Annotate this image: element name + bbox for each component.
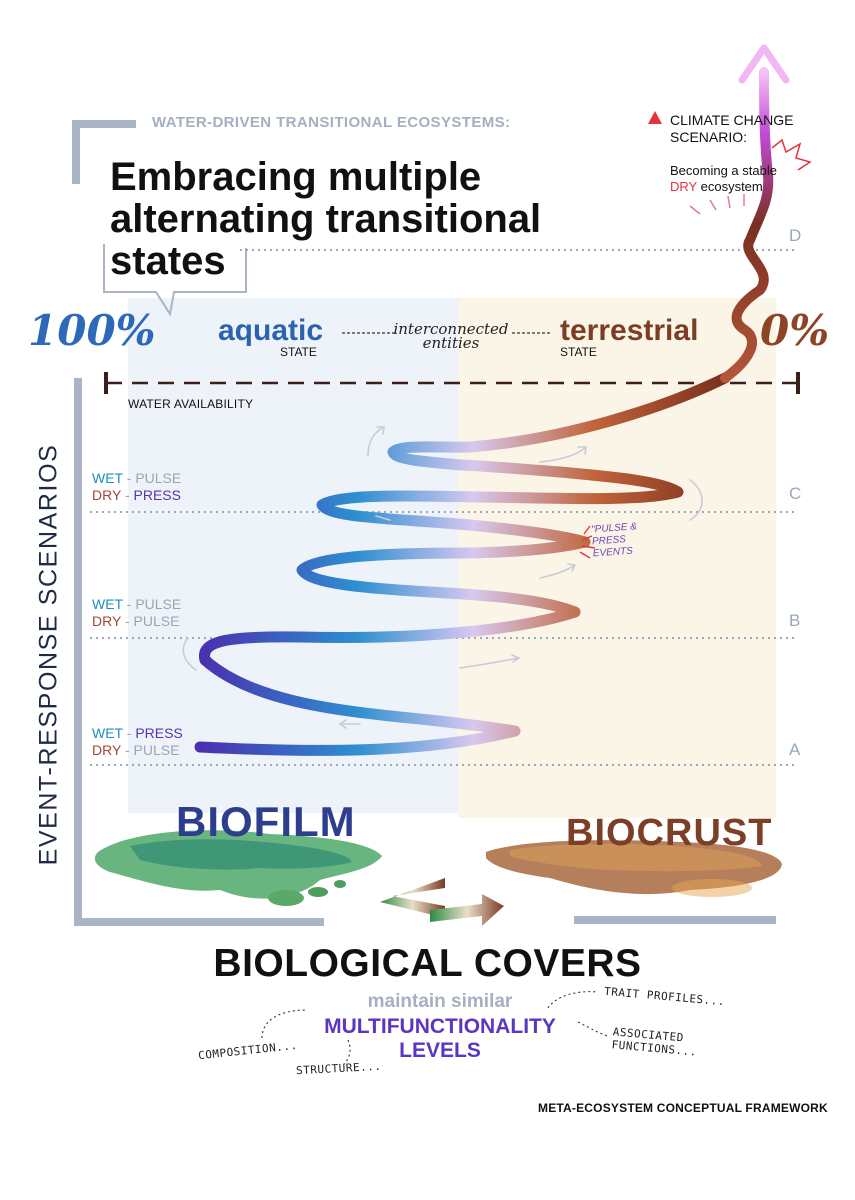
biocrust-label: BIOCRUST	[566, 812, 773, 854]
scenario-c-separator-1: -	[126, 470, 132, 486]
climate-subtitle-dry: DRY	[670, 179, 697, 194]
biofilm-illustration	[94, 830, 382, 906]
scenario-a-separator-2: -	[124, 742, 130, 758]
water-availability-label: WATER AVAILABILITY	[128, 397, 254, 411]
scenario-a-wet-type: PRESS	[135, 725, 183, 741]
multifunctionality-line-1: MULTIFUNCTIONALITY	[324, 1015, 556, 1038]
scenario-b-separator-2: -	[124, 613, 130, 629]
frame-bottom-right-bar	[574, 916, 776, 924]
climate-scenario-label: CLIMATE CHANGE SCENARIO:	[670, 112, 794, 145]
speech-bubble-outline	[103, 244, 247, 317]
scenario-c-wet-type: PULSE	[135, 470, 182, 486]
biological-covers-title: BIOLOGICAL COVERS	[213, 942, 642, 985]
climate-scenario-subtitle: Becoming a stable DRY ecosystem	[670, 163, 830, 195]
scenario-a-wet: WET	[92, 725, 123, 741]
scenario-c-dry: DRY	[92, 487, 122, 503]
scenario-b-dry-type: PULSE	[133, 613, 180, 629]
terrestrial-state-label: STATE	[560, 345, 597, 359]
level-letter-b: B	[789, 611, 801, 630]
level-letter-c: C	[789, 484, 802, 503]
climate-trajectory-line	[720, 67, 774, 383]
title-bracket-horizontal	[72, 120, 136, 128]
title-bracket-vertical	[72, 120, 80, 184]
biofilm-label: BIOFILM	[176, 798, 356, 845]
scenario-a-dry: DRY	[92, 742, 122, 758]
scenario-b-separator-1: -	[126, 596, 132, 612]
level-letter-d: D	[789, 226, 802, 245]
frame-left-bar	[74, 378, 82, 926]
aquatic-label: aquatic	[218, 314, 324, 347]
diagram-title: Embracing multiple alternating transitio…	[110, 155, 542, 283]
event-response-spiral	[194, 372, 731, 756]
pulse-press-events-note: "PULSE & PRESS EVENTS	[590, 521, 638, 560]
multifunctionality-line-2: LEVELS	[399, 1039, 481, 1062]
maintain-similar-label: maintain similar	[367, 991, 513, 1012]
scenario-c-label: WET - PULSE DRY - PRESS	[92, 470, 181, 504]
level-letter-a: A	[789, 740, 801, 759]
burst-decoration	[771, 138, 812, 171]
scenario-c-separator-2: -	[124, 487, 130, 503]
framework-footer: META-ECOSYSTEM CONCEPTUAL FRAMEWORK	[538, 1101, 828, 1115]
pulse-burst	[579, 525, 596, 559]
scenario-b-dry: DRY	[92, 613, 122, 629]
flow-arrows	[182, 426, 703, 729]
diagram-supertitle: WATER-DRIVEN TRANSITIONAL ECOSYSTEMS:	[152, 114, 511, 131]
scenario-b-wet-type: PULSE	[135, 596, 182, 612]
scenario-c-wet: WET	[92, 470, 123, 486]
event-response-scenarios-label: EVENT-RESPONSE SCENARIOS	[34, 443, 63, 866]
scenario-a-dry-type: PULSE	[133, 742, 180, 758]
interconnected-entities-label: interconnected entities	[393, 320, 509, 352]
scenario-c-dry-type: PRESS	[133, 487, 181, 503]
aquatic-state-label: STATE	[280, 345, 317, 359]
multifunctionality-levels-label: MULTIFUNCTIONALITY LEVELS	[0, 1015, 855, 1063]
scenario-a-separator-1: -	[126, 725, 132, 741]
climate-arrow-head	[738, 44, 790, 84]
frame-bottom-left-bar	[74, 918, 324, 926]
spark-lines	[689, 194, 745, 215]
climate-subtitle-suffix: ecosystem	[700, 179, 763, 194]
scenario-a-label: WET - PRESS DRY - PULSE	[92, 725, 183, 759]
water-100-percent: 100%	[28, 306, 156, 355]
biocrust-illustration	[486, 840, 782, 897]
water-0-percent: 0%	[760, 306, 830, 355]
warning-icon	[648, 111, 662, 124]
climate-subtitle-prefix: Becoming a stable	[670, 163, 777, 178]
scenario-b-wet: WET	[92, 596, 123, 612]
terrestrial-label: terrestrial	[560, 314, 699, 347]
exchange-arrows	[380, 878, 504, 926]
scenario-b-label: WET - PULSE DRY - PULSE	[92, 596, 181, 630]
note-curves	[261, 991, 609, 1065]
